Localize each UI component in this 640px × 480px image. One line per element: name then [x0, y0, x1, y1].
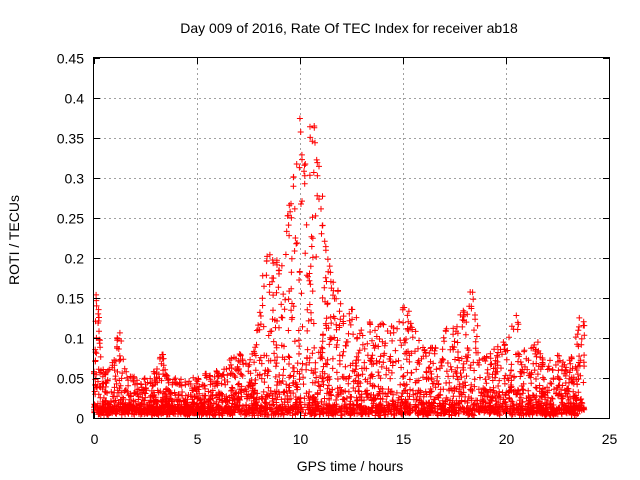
- y-tick-label: 0.45: [57, 51, 84, 67]
- x-tick-label: 25: [602, 431, 618, 447]
- x-tick-label: 0: [91, 431, 99, 447]
- x-tick-label: 20: [499, 431, 515, 447]
- roti-point-markers: [91, 115, 588, 419]
- y-tick-label: 0.35: [57, 131, 84, 147]
- y-tick-label: 0.4: [65, 91, 85, 107]
- data-points: [91, 115, 588, 419]
- x-tick-label: 15: [396, 431, 412, 447]
- y-tick-label: 0.25: [57, 211, 84, 227]
- x-tick-label: 5: [194, 431, 202, 447]
- axis-ticks: [94, 58, 610, 419]
- y-tick-label: 0: [76, 411, 84, 427]
- chart-title: Day 009 of 2016, Rate Of TEC Index for r…: [180, 20, 518, 36]
- x-tick-label: 10: [293, 431, 309, 447]
- gridlines: [94, 58, 609, 418]
- y-tick-label: 0.15: [57, 291, 84, 307]
- plot-frame: [93, 57, 610, 419]
- y-axis-title: ROTI / TECUs: [6, 195, 22, 285]
- y-tick-label: 0.05: [57, 371, 84, 387]
- y-tick-label: 0.2: [65, 251, 85, 267]
- y-tick-label: 0.1: [65, 331, 85, 347]
- x-axis-title: GPS time / hours: [297, 458, 404, 474]
- y-tick-label: 0.3: [65, 171, 85, 187]
